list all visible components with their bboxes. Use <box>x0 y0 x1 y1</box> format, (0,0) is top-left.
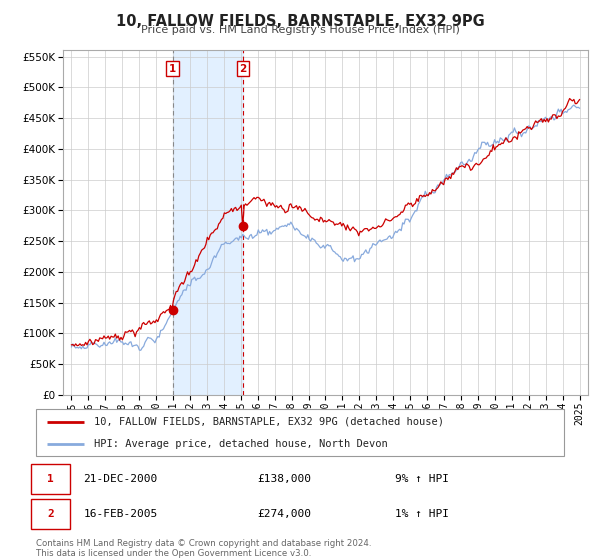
Text: 16-FEB-2005: 16-FEB-2005 <box>83 509 158 519</box>
Text: 21-DEC-2000: 21-DEC-2000 <box>83 474 158 484</box>
Text: 9% ↑ HPI: 9% ↑ HPI <box>395 474 449 484</box>
Text: Contains HM Land Registry data © Crown copyright and database right 2024.
This d: Contains HM Land Registry data © Crown c… <box>36 539 371 558</box>
FancyBboxPatch shape <box>31 464 70 493</box>
Text: Price paid vs. HM Land Registry's House Price Index (HPI): Price paid vs. HM Land Registry's House … <box>140 25 460 35</box>
Text: HPI: Average price, detached house, North Devon: HPI: Average price, detached house, Nort… <box>94 438 388 449</box>
Text: 1: 1 <box>169 64 176 74</box>
Text: 2: 2 <box>239 64 247 74</box>
Text: 1: 1 <box>47 474 54 484</box>
Text: 1% ↑ HPI: 1% ↑ HPI <box>395 509 449 519</box>
Text: 10, FALLOW FIELDS, BARNSTAPLE, EX32 9PG: 10, FALLOW FIELDS, BARNSTAPLE, EX32 9PG <box>116 14 484 29</box>
FancyBboxPatch shape <box>36 409 564 456</box>
FancyBboxPatch shape <box>31 499 70 529</box>
Text: £274,000: £274,000 <box>258 509 312 519</box>
Text: 10, FALLOW FIELDS, BARNSTAPLE, EX32 9PG (detached house): 10, FALLOW FIELDS, BARNSTAPLE, EX32 9PG … <box>94 417 444 427</box>
Text: £138,000: £138,000 <box>258 474 312 484</box>
Text: 2: 2 <box>47 509 54 519</box>
